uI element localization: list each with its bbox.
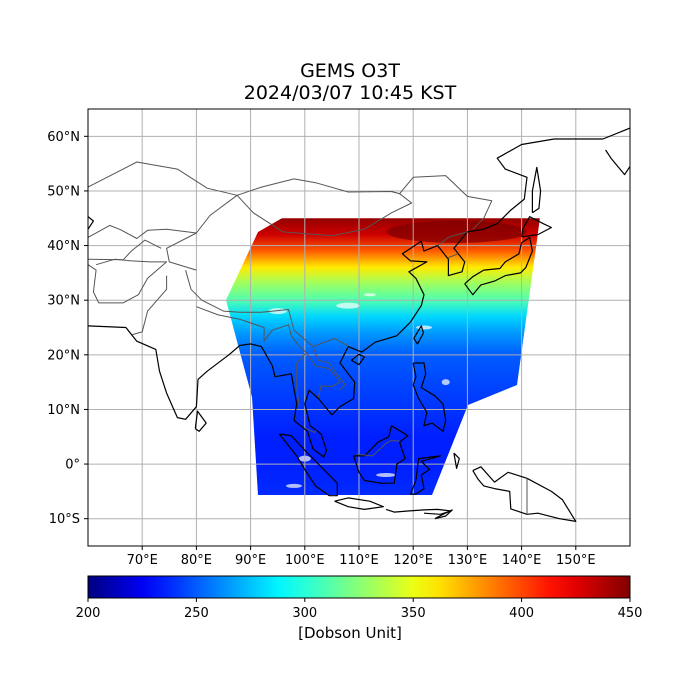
country-border (305, 428, 317, 433)
coastline-segment (409, 455, 441, 495)
country-border (196, 306, 240, 320)
coastline-segment (385, 508, 452, 515)
colorbar-tick-label: 250 (184, 606, 209, 621)
x-tick-label: 80°E (181, 553, 212, 568)
y-tick-label: 10°S (49, 512, 80, 527)
x-tick-label: 140°E (502, 553, 542, 568)
coastline-segment (88, 325, 273, 420)
country-border (437, 231, 468, 246)
x-tick-label: 90°E (235, 553, 266, 568)
country-border (185, 269, 349, 348)
cloud-gap (363, 293, 376, 297)
x-axis-ticks: 70°E 80°E 90°E 100°E 110°E 120°E 130°E 140°E 150… (127, 546, 596, 568)
country-border (88, 161, 238, 196)
x-tick-label: 150°E (556, 553, 596, 568)
y-tick-label: 60°N (47, 130, 80, 145)
country-border (312, 346, 346, 391)
coastline-segment (271, 127, 630, 458)
ozone-maximum (386, 220, 527, 243)
colorbar-tick-label: 450 (618, 606, 643, 621)
y-axis-ticks: 60°N 50°N 40°N 30°N 20°N 10°N 0° 10°S (47, 130, 88, 527)
coastline-segment (194, 410, 207, 432)
country-border (88, 239, 162, 261)
x-tick-label: 130°E (448, 553, 488, 568)
coastline-segment (413, 325, 425, 345)
coastline-segment (464, 236, 533, 296)
y-tick-label: 30°N (47, 294, 80, 309)
coastline-segment (453, 452, 460, 469)
country-border (132, 275, 168, 336)
coastline-segment (278, 433, 338, 497)
coastline-segment (334, 497, 384, 510)
country-border (263, 324, 307, 407)
colorbar-label: [Dobson Unit] (298, 624, 402, 642)
cloud-gap (268, 308, 287, 315)
coastline-segment (521, 216, 552, 238)
x-tick-label: 100°E (285, 553, 325, 568)
colorbar-tick-label: 200 (76, 606, 101, 621)
coastline-segment (412, 362, 447, 432)
cloud-gap (441, 379, 450, 386)
colorbar-ramp (87, 575, 631, 599)
x-tick-label: 120°E (393, 553, 433, 568)
cloud-gap (376, 472, 397, 477)
y-tick-label: 20°N (47, 348, 80, 363)
country-border (239, 318, 265, 342)
coastline-segment (434, 509, 453, 520)
ozone-field (226, 218, 540, 495)
y-tick-label: 40°N (47, 239, 80, 254)
country-border (391, 191, 400, 195)
y-tick-label: 10°N (47, 403, 80, 418)
coastline-segment (351, 353, 365, 366)
cloud-gap (336, 302, 361, 309)
colorbar: 200 250 300 350 400 450 (76, 575, 643, 621)
colorbar-tick-label: 300 (292, 606, 317, 621)
coastline-segment (472, 466, 577, 522)
country-border (448, 253, 459, 259)
country-border (356, 440, 400, 457)
colorbar-tick-label: 400 (509, 606, 534, 621)
coastlines (88, 127, 630, 522)
country-border (88, 258, 168, 304)
x-tick-label: 70°E (127, 553, 158, 568)
coastline-segment (605, 149, 630, 176)
country-border (88, 224, 197, 239)
ozone-swath (226, 218, 540, 495)
cloud-gap (285, 483, 302, 488)
cloud-gap (416, 325, 433, 330)
y-tick-label: 50°N (47, 184, 80, 199)
y-tick-label: 0° (65, 458, 80, 473)
country-border (305, 352, 341, 398)
lat-lon-grid (88, 109, 630, 546)
chart-title: GEMS O3T (300, 60, 400, 82)
x-tick-label: 110°E (339, 553, 379, 568)
country-border (236, 178, 400, 196)
colorbar-tick-label: 350 (401, 606, 426, 621)
coastline-segment (88, 216, 94, 230)
coastline-segment (531, 166, 542, 214)
coastline-segment (353, 425, 409, 484)
chart-subtitle: 2024/03/07 10:45 KST (243, 82, 457, 104)
